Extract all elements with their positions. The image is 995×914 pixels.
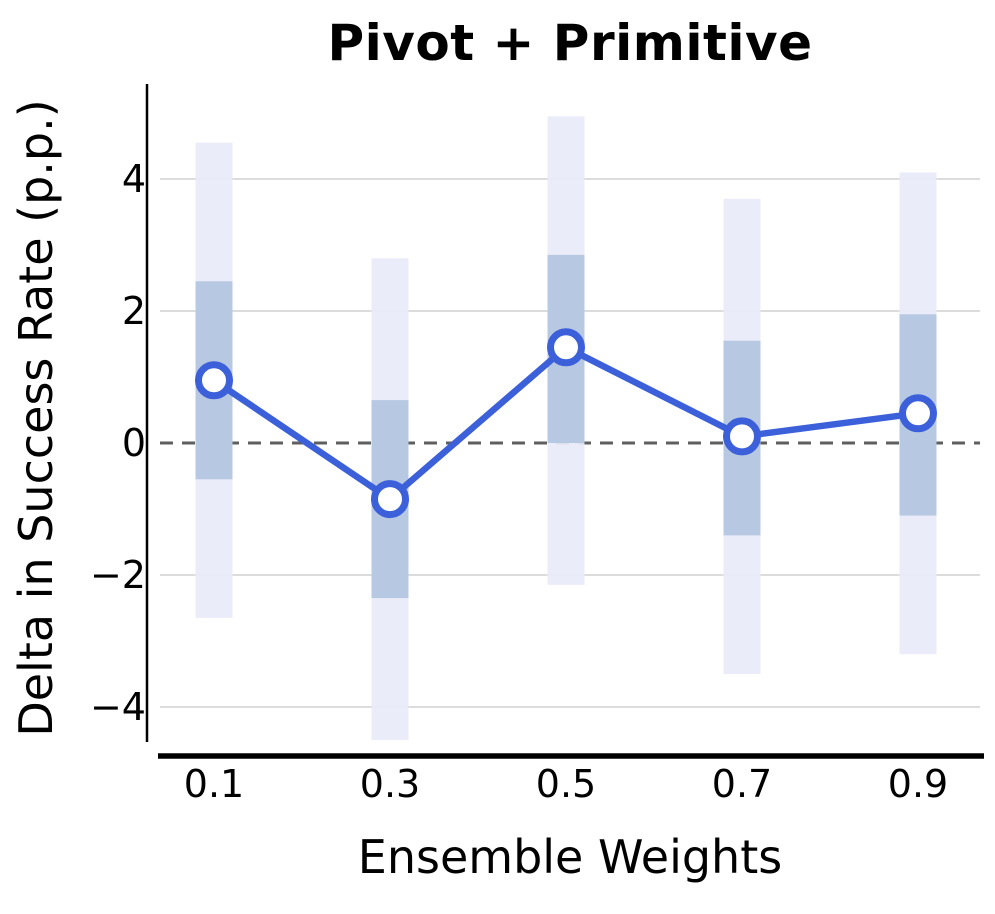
y-tick-label: 0 (122, 421, 146, 465)
chart-title: Pivot + Primitive (327, 14, 813, 72)
y-tick-label: −2 (90, 553, 146, 597)
x-tick-label: 0.9 (888, 762, 948, 806)
y-axis-label: Delta in Success Rate (p.p.) (9, 99, 63, 737)
x-tick-label: 0.1 (184, 762, 244, 806)
data-point-marker (195, 361, 233, 400)
y-tick-label: 4 (122, 157, 146, 201)
x-axis-label: Ensemble Weights (357, 830, 783, 884)
data-point-marker (899, 394, 937, 433)
y-tick-label: 2 (122, 289, 146, 333)
x-tick-label: 0.3 (360, 762, 420, 806)
x-tick-label: 0.5 (536, 762, 596, 806)
y-tick-label: −4 (90, 685, 146, 729)
data-point-marker (723, 417, 761, 456)
data-point-marker (547, 328, 585, 367)
data-point-marker (371, 480, 409, 519)
x-tick-label: 0.7 (712, 762, 772, 806)
